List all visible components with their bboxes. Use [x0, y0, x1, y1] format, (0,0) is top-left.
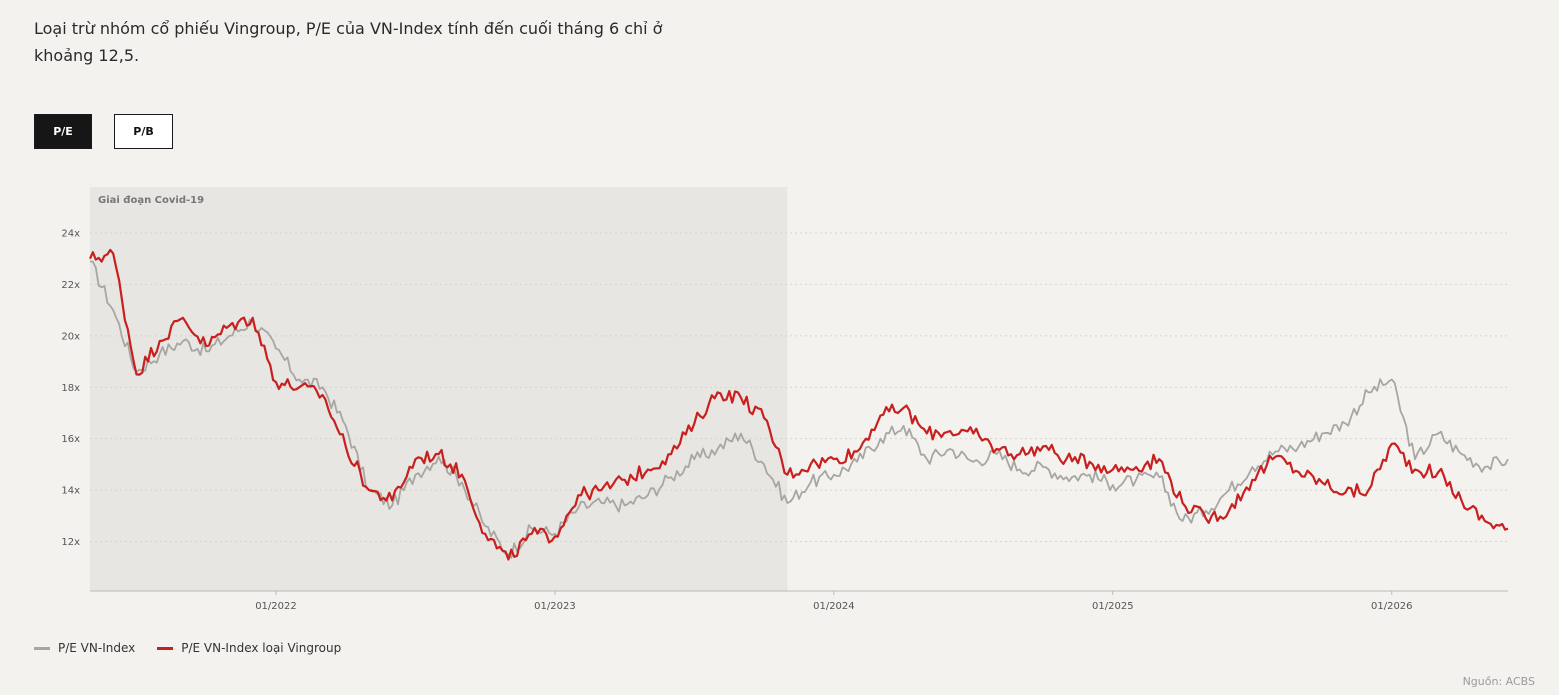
legend-item-vnindex: P/E VN-Index — [34, 641, 135, 655]
y-tick-label: 20x — [61, 331, 80, 342]
y-tick-label: 12x — [61, 537, 80, 548]
legend-item-ex-vingroup: P/E VN-Index loại Vingroup — [157, 641, 341, 655]
intro-text: Loại trừ nhóm cổ phiếu Vingroup, P/E của… — [34, 19, 663, 65]
legend-label-vnindex: P/E VN-Index — [58, 641, 136, 655]
series-line-ex-vingroup — [88, 248, 1509, 561]
covid-period-shade — [90, 187, 788, 591]
x-tick-label: 01/2025 — [1092, 601, 1134, 612]
y-tick-label: 18x — [61, 383, 80, 394]
tab-pe[interactable]: P/E — [34, 114, 92, 149]
y-tick-label: 24x — [61, 229, 80, 240]
legend-label-ex-vingroup: P/E VN-Index loại Vingroup — [181, 641, 342, 655]
y-tick-label: 14x — [61, 486, 80, 497]
chart-legend: P/E VN-Index P/E VN-Index loại Vingroup — [34, 641, 341, 655]
legend-swatch-ex-vingroup — [157, 646, 174, 650]
x-tick-label: 01/2022 — [255, 601, 297, 612]
tab-pb[interactable]: P/B — [114, 114, 173, 149]
source-note: Nguồn: ACBS — [1462, 675, 1535, 688]
covid-period-label: Giai đoạn Covid-19 — [98, 195, 204, 206]
x-tick-label: 01/2023 — [534, 601, 576, 612]
x-tick-label: 01/2024 — [813, 601, 855, 612]
metric-tabs: P/E P/B — [34, 114, 173, 149]
x-tick-label: 01/2026 — [1371, 601, 1413, 612]
y-tick-label: 16x — [61, 434, 80, 445]
series-line-vnindex — [89, 260, 1509, 559]
legend-swatch-vnindex — [34, 646, 50, 650]
y-tick-label: 22x — [61, 280, 80, 291]
